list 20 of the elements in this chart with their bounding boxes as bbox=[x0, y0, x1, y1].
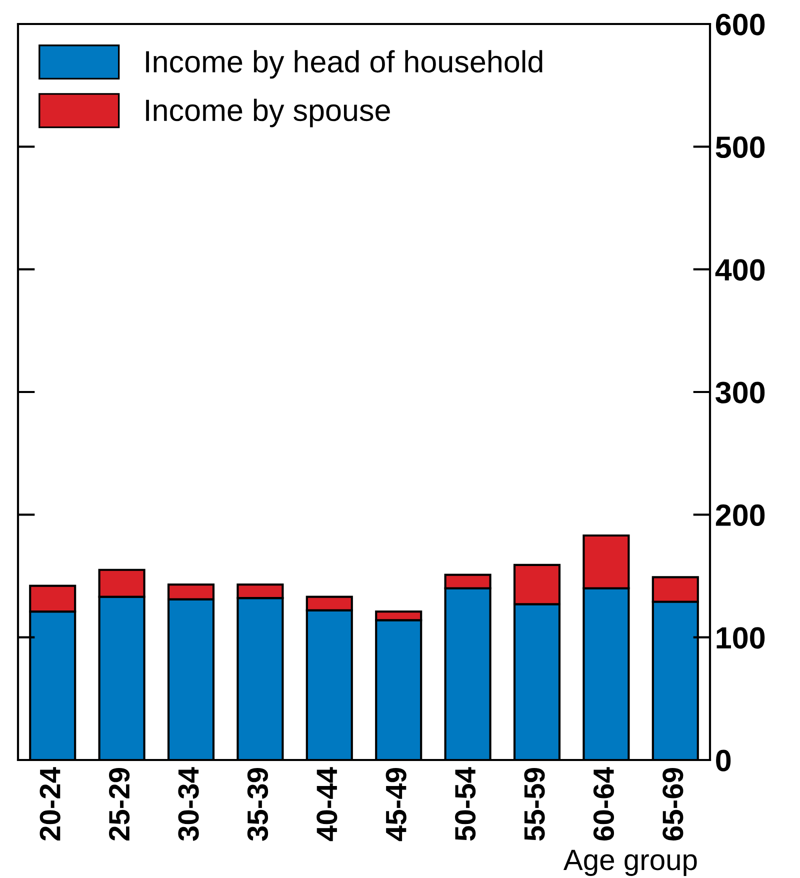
x-tick-label: 55-59 bbox=[524, 768, 545, 841]
y-tick-label: 500 bbox=[716, 136, 765, 158]
y-tick-label: 400 bbox=[715, 259, 765, 281]
y-tick-label: 0 bbox=[716, 750, 731, 772]
legend-label: Income by spouse bbox=[146, 98, 390, 128]
y-tick-label: 300 bbox=[716, 382, 765, 404]
x-tick-label: 25-29 bbox=[108, 768, 130, 841]
x-tick-label: 65-69 bbox=[662, 768, 684, 840]
y-tick-label: 600 bbox=[716, 14, 765, 36]
x-tick-label: 50-54 bbox=[454, 767, 476, 841]
x-tick-label: 60-64 bbox=[593, 767, 614, 840]
x-tick-label: 45-49 bbox=[386, 768, 406, 842]
y-tick-label: 100 bbox=[716, 627, 765, 649]
x-axis-title: Age group bbox=[563, 850, 697, 876]
x-tick-label: 40-44 bbox=[316, 767, 338, 842]
x-tick-label: 35-39 bbox=[247, 768, 268, 841]
legend-label: Income by head of household bbox=[146, 50, 542, 79]
x-tick-label: 30-34 bbox=[178, 767, 199, 841]
x-tick-label: 20-24 bbox=[40, 767, 60, 841]
y-tick-label: 200 bbox=[716, 504, 765, 526]
